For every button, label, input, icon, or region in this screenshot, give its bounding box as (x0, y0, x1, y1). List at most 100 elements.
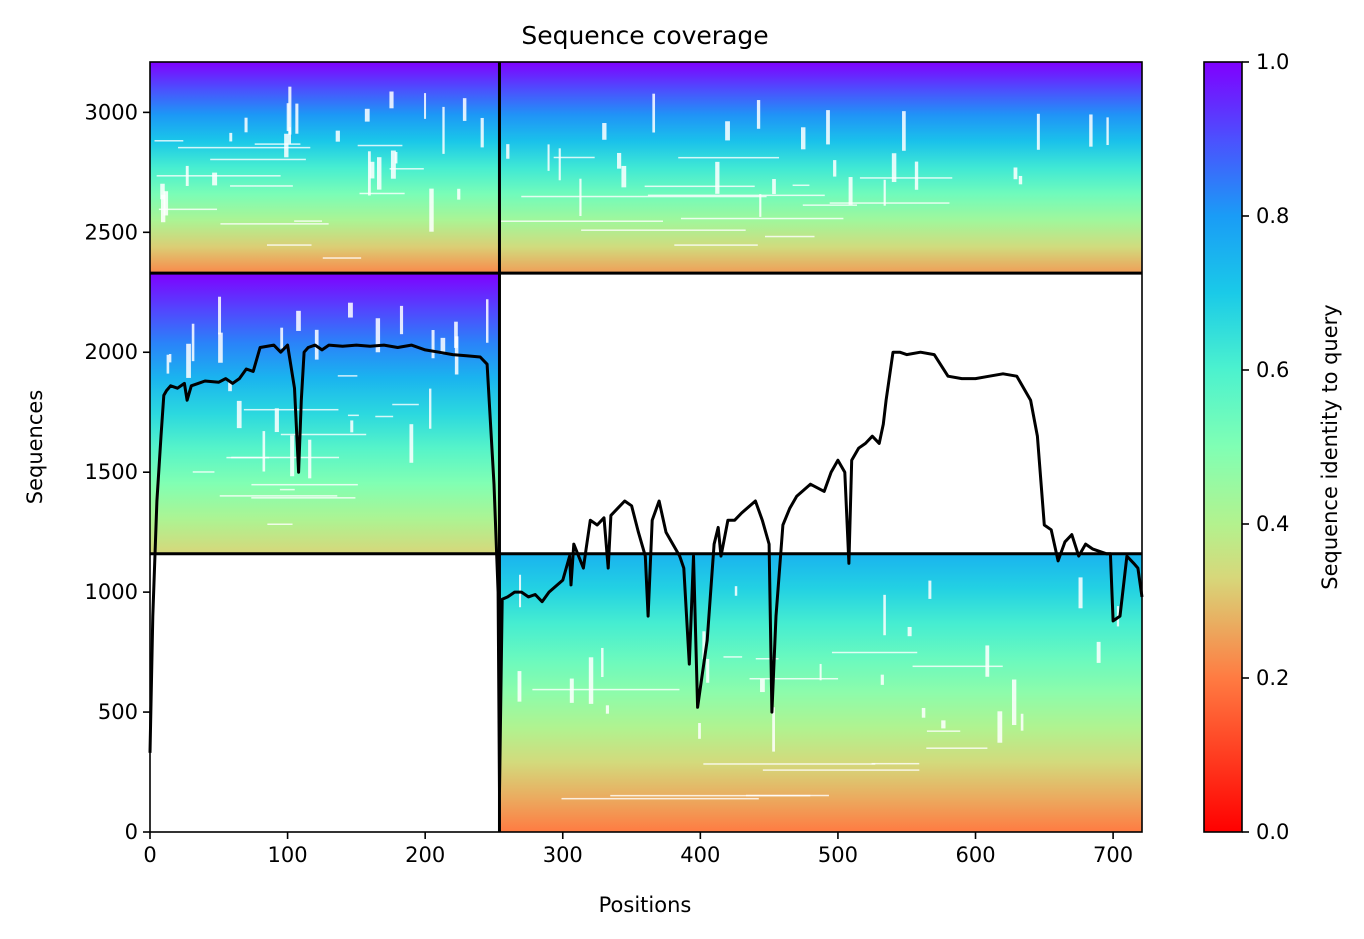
gap-streak (759, 194, 762, 217)
gap-row (230, 185, 293, 187)
coverage-layer (148, 343, 1144, 793)
gap-streak (229, 132, 233, 142)
gap-streak (880, 674, 884, 685)
coverage-line (148, 343, 1144, 793)
gap-row (220, 223, 329, 225)
gap-row (337, 375, 358, 377)
x-axis-label: Positions (599, 893, 692, 917)
chart-title: Sequence coverage (521, 21, 768, 50)
gap-streak (376, 157, 382, 190)
gap-streak (706, 658, 710, 683)
gap-streak (389, 91, 394, 109)
gap-streak (228, 382, 232, 392)
gap-streak (274, 408, 279, 433)
gap-streak (399, 305, 404, 335)
gap-streak (457, 188, 461, 200)
gap-row (581, 229, 746, 231)
gap-streak (891, 153, 897, 183)
gap-row (254, 143, 301, 145)
colorbar-gradient (1204, 62, 1242, 832)
colorbar: 0.0 0.2 0.4 0.6 0.8 1.0 Sequence identity to q… (1203, 50, 1342, 844)
colorbar-tick-label: 0.8 (1256, 204, 1289, 228)
gap-streak (348, 302, 353, 318)
gap-streak (369, 161, 375, 179)
gap-streak (262, 431, 266, 472)
gap-streak (236, 400, 242, 429)
y-tick-label: 2500 (85, 220, 138, 244)
gap-streak (290, 435, 295, 477)
gap-streak (429, 188, 434, 232)
gap-row (521, 195, 767, 198)
gap-streak (296, 310, 301, 331)
gap-streak (921, 707, 926, 718)
gap-streak (602, 123, 607, 140)
gap-streak (569, 678, 574, 703)
gap-row (610, 794, 811, 797)
gap-streak (212, 172, 218, 186)
gap-streak (558, 148, 561, 181)
gap-row (267, 523, 293, 525)
gap-row (347, 414, 359, 417)
gap-streak (833, 160, 837, 177)
gap-row (251, 497, 356, 499)
gap-streak (367, 151, 371, 196)
gap-streak (168, 354, 172, 363)
gap-streak (191, 323, 195, 362)
gap-streak (883, 594, 886, 636)
gap-streak (517, 671, 522, 702)
gap-streak (288, 86, 292, 135)
x-tick-label: 100 (268, 843, 308, 867)
gap-row (322, 257, 362, 259)
gap-streak (431, 330, 435, 359)
gap-streak (280, 327, 284, 349)
gap-streak (772, 707, 775, 752)
gap-streak (1020, 713, 1024, 731)
heatmap-block (150, 273, 500, 554)
gap-streak (928, 580, 932, 599)
gap-row (280, 433, 367, 436)
gap-row (674, 244, 758, 246)
gap-streak (1036, 113, 1040, 150)
gap-row (389, 168, 424, 170)
gap-streak (375, 318, 381, 353)
gap-streak (440, 337, 446, 355)
x-tick-label: 200 (405, 843, 445, 867)
gap-row (359, 192, 405, 195)
gap-streak (941, 720, 946, 729)
gap-streak (1078, 577, 1083, 609)
gap-streak (506, 144, 510, 159)
gap-row (829, 202, 950, 204)
gap-streak (702, 631, 706, 660)
gap-row (500, 220, 664, 222)
gap-row (762, 769, 920, 771)
gap-streak (1096, 641, 1101, 663)
y-tick-label: 1500 (85, 460, 138, 484)
gap-streak (462, 98, 467, 121)
plot-area (150, 62, 1142, 832)
gap-streak (163, 191, 169, 216)
gap-streak (883, 179, 886, 206)
gap-streak (394, 151, 398, 164)
y-tick-label: 0 (125, 820, 138, 844)
plot-frame (149, 61, 1143, 833)
gap-streak (715, 161, 720, 194)
y-tick-label: 1000 (85, 580, 138, 604)
gap-streak (621, 165, 627, 188)
gap-row (553, 156, 595, 159)
axes-layer: 0 100 200 300 400 500 600 700 0 500 1000 1500 2000 25… (85, 61, 1143, 867)
gap-streak (826, 110, 830, 145)
gap-row (158, 208, 218, 211)
gap-streak (160, 183, 165, 200)
gap-streak (772, 179, 776, 195)
colorbar-label: Sequence identity to query (1318, 304, 1342, 589)
gap-streak (734, 586, 738, 596)
gap-streak (579, 178, 582, 217)
gap-row (156, 175, 281, 177)
heatmap-block (150, 62, 500, 274)
gap-row (392, 403, 419, 406)
gap-streak (725, 121, 730, 141)
colorbar-frame (1203, 61, 1243, 833)
gap-streak (364, 108, 370, 122)
gap-streak (1089, 114, 1093, 147)
